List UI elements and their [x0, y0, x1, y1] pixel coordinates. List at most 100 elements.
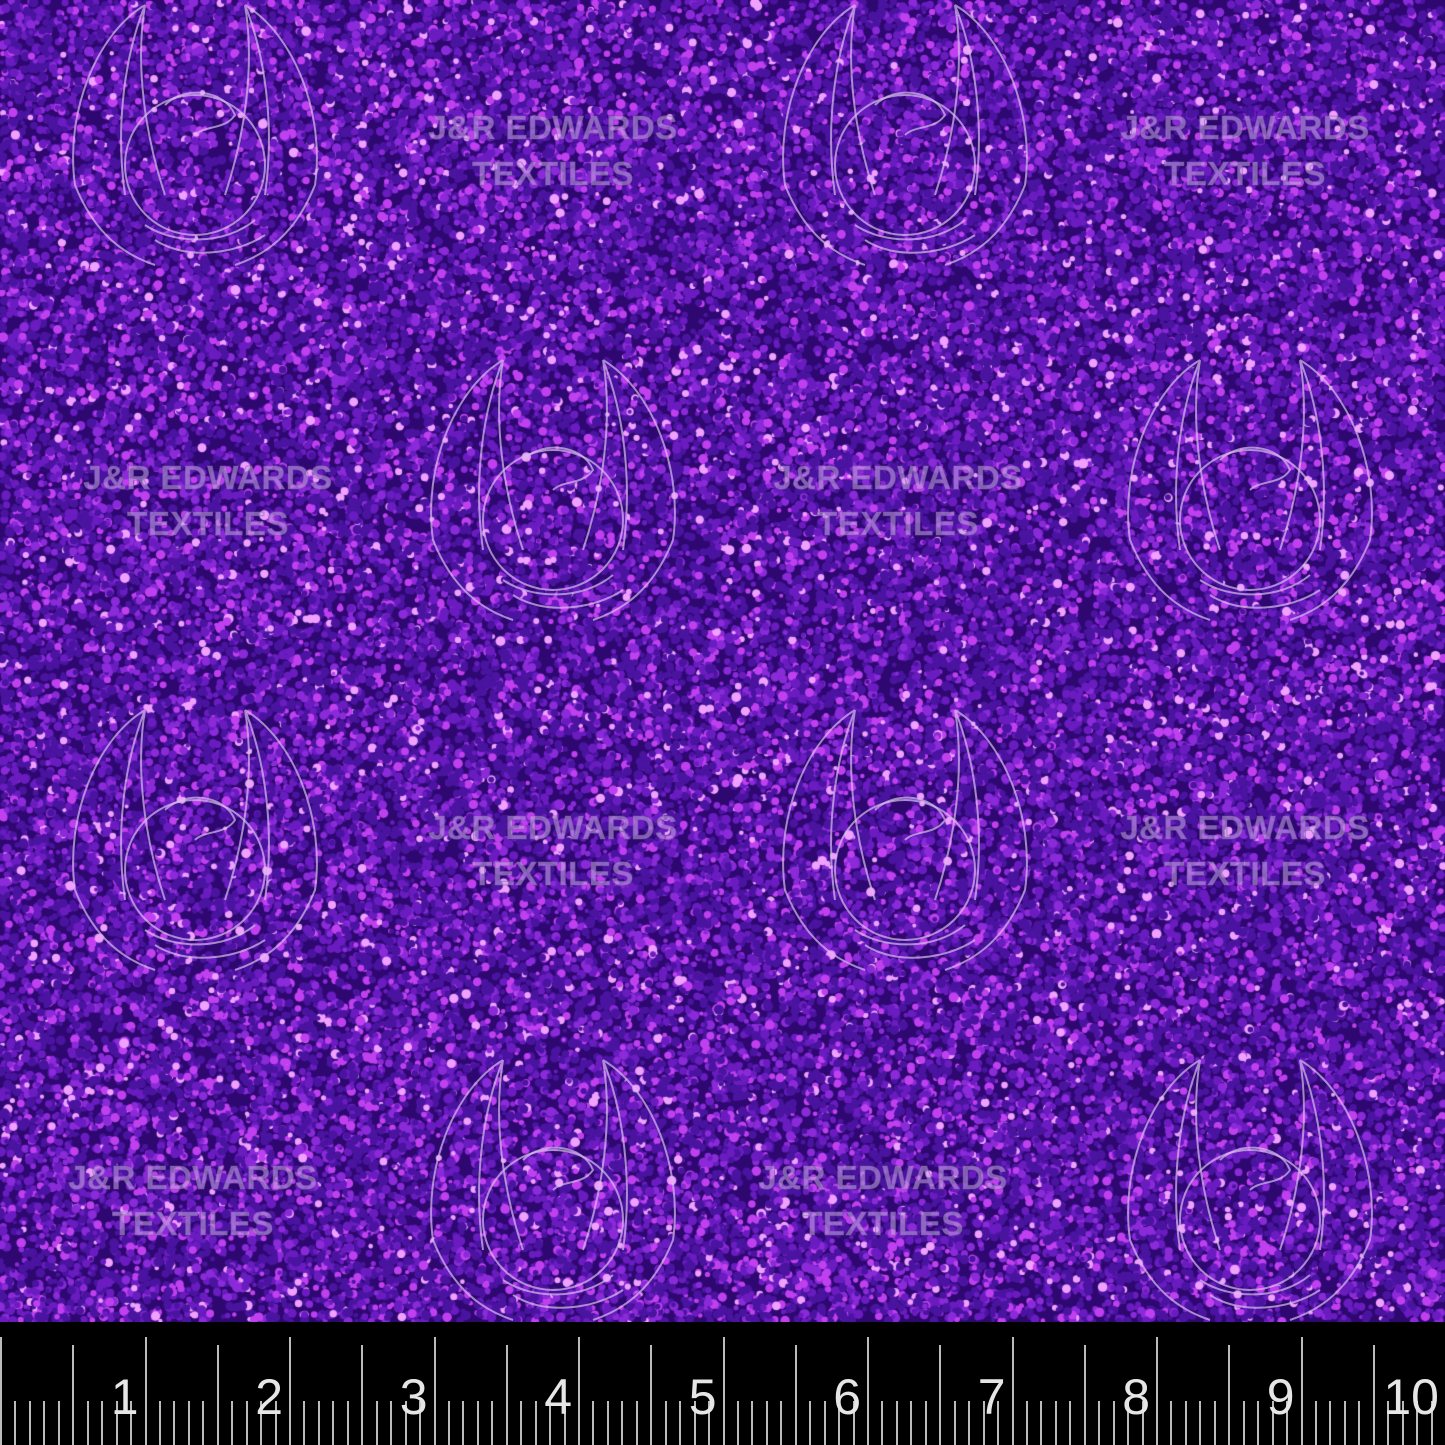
ruler-tick: [1430, 1401, 1433, 1445]
ruler-tick: [390, 1401, 393, 1445]
ruler-tick: [1329, 1401, 1332, 1445]
dragon-icon: [782, 709, 1028, 971]
watermark-line1: J&R EDWARDS: [428, 809, 678, 847]
ruler-tick: [997, 1401, 1000, 1445]
ruler-tick: [592, 1401, 595, 1445]
ruler-tick: [650, 1345, 653, 1445]
watermark-line1: J&R EDWARDS: [758, 1159, 1008, 1197]
ruler-tick: [158, 1401, 161, 1445]
ruler-tick: [1184, 1401, 1187, 1445]
ruler-tick: [1343, 1401, 1346, 1445]
ruler-label: 8: [1122, 1369, 1150, 1425]
ruler-tick: [679, 1401, 682, 1445]
dragon-icon: [1127, 359, 1373, 621]
ruler-tick: [578, 1337, 580, 1445]
ruler-tick: [1372, 1345, 1375, 1445]
ruler-tick: [1141, 1401, 1144, 1445]
ruler: 1 2 3 4 5 6 7 8 9 10: [0, 1322, 1445, 1445]
ruler-tick: [780, 1401, 783, 1445]
ruler-tick: [838, 1401, 841, 1445]
watermark-text: J&R EDWARDS TEXTILES: [718, 455, 1078, 547]
watermark-line2: TEXTILES: [472, 155, 634, 193]
watermark-line2: TEXTILES: [817, 505, 979, 543]
ruler-tick: [1257, 1401, 1260, 1445]
watermark-text: J&R EDWARDS TEXTILES: [28, 455, 388, 547]
ruler-tick: [823, 1401, 826, 1445]
ruler-tick: [1199, 1401, 1202, 1445]
ruler-tick: [722, 1337, 725, 1445]
ruler-tick: [968, 1401, 971, 1445]
ruler-tick: [43, 1401, 46, 1445]
ruler-tick: [621, 1401, 624, 1445]
ruler-tick: [895, 1401, 898, 1445]
ruler-tick: [664, 1401, 667, 1445]
ruler-tick: [274, 1401, 277, 1445]
ruler-tick: [1358, 1401, 1361, 1445]
ruler-tick: [1040, 1401, 1043, 1445]
ruler-tick: [1314, 1401, 1317, 1445]
ruler-tick: [809, 1401, 812, 1445]
ruler-tick: [404, 1401, 407, 1445]
ruler-tick: [375, 1401, 378, 1445]
ruler-tick: [1387, 1401, 1390, 1445]
ruler-tick: [216, 1345, 219, 1445]
watermark-line1: J&R EDWARDS: [68, 1159, 318, 1197]
ruler-tick: [708, 1401, 711, 1445]
ruler-tick: [115, 1401, 118, 1445]
ruler-tick: [1156, 1337, 1158, 1445]
ruler-tick: [1416, 1401, 1419, 1445]
ruler-tick: [939, 1345, 942, 1445]
ruler-tick: [260, 1401, 263, 1445]
ruler-tick: [534, 1401, 537, 1445]
ruler-tick: [57, 1401, 60, 1445]
ruler-tick: [361, 1345, 364, 1445]
ruler-tick: [245, 1401, 248, 1445]
ruler-tick: [1242, 1401, 1245, 1445]
ruler-tick: [231, 1401, 234, 1445]
ruler-label: 6: [833, 1369, 861, 1425]
ruler-tick: [910, 1401, 913, 1445]
dragon-icon: [1127, 1059, 1373, 1321]
ruler-tick: [635, 1401, 638, 1445]
ruler-tick: [563, 1401, 566, 1445]
ruler-tick: [14, 1401, 17, 1445]
ruler-tick: [693, 1401, 696, 1445]
ruler-tick: [881, 1401, 884, 1445]
ruler-label: 7: [977, 1369, 1006, 1425]
ruler-tick: [28, 1401, 31, 1445]
ruler-tick: [419, 1401, 422, 1445]
ruler-tick: [491, 1401, 494, 1445]
watermark-text: J&R EDWARDS TEXTILES: [1065, 105, 1425, 197]
watermark-text: J&R EDWARDS TEXTILES: [703, 1155, 1063, 1247]
watermark-line2: TEXTILES: [127, 505, 289, 543]
ruler-tick: [346, 1401, 349, 1445]
ruler-label: 1: [110, 1369, 139, 1425]
watermark-line2: TEXTILES: [1164, 155, 1326, 193]
watermark-text: J&R EDWARDS TEXTILES: [373, 105, 733, 197]
ruler-tick: [1054, 1401, 1057, 1445]
ruler-tick: [953, 1401, 956, 1445]
ruler-tick: [447, 1401, 450, 1445]
watermark-line2: TEXTILES: [472, 855, 634, 893]
watermark-text: J&R EDWARDS TEXTILES: [373, 805, 733, 897]
ruler-tick: [1228, 1345, 1231, 1445]
dragon-icon: [430, 1059, 676, 1321]
ruler-tick: [1069, 1401, 1072, 1445]
watermark-line1: J&R EDWARDS: [83, 459, 333, 497]
watermark-line1: J&R EDWARDS: [428, 109, 678, 147]
ruler-tick: [462, 1401, 465, 1445]
ruler-tick: [794, 1345, 797, 1445]
ruler-tick: [1127, 1401, 1130, 1445]
ruler-tick: [1401, 1401, 1404, 1445]
ruler-tick: [476, 1401, 479, 1445]
ruler-label: 10: [1383, 1369, 1439, 1425]
ruler-tick: [317, 1401, 320, 1445]
ruler-tick: [289, 1337, 291, 1445]
ruler-tick: [86, 1401, 89, 1445]
ruler-tick: [303, 1401, 306, 1445]
ruler-tick: [1286, 1401, 1289, 1445]
ruler-tick: [520, 1401, 523, 1445]
ruler-tick: [202, 1401, 205, 1445]
ruler-tick: [751, 1401, 754, 1445]
watermark-line2: TEXTILES: [802, 1205, 964, 1243]
